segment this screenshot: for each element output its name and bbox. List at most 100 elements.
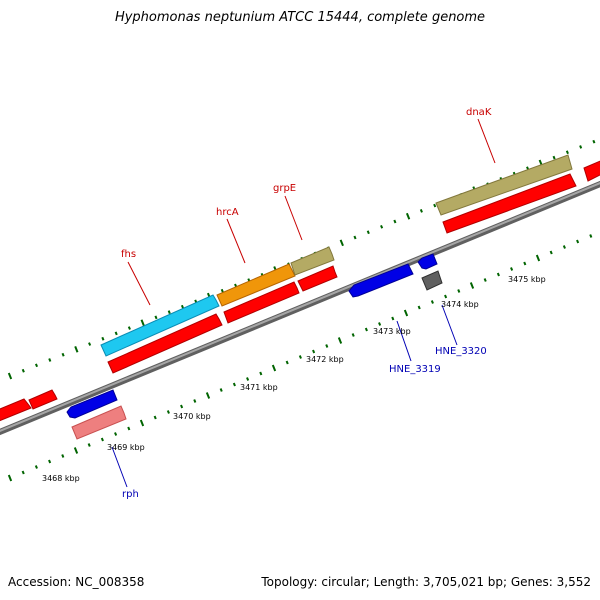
scale-tick <box>205 392 211 399</box>
scale-tick <box>380 225 384 229</box>
scale-tick <box>579 145 583 149</box>
kbp-label: 3475 kbp <box>508 275 546 284</box>
scale-tick <box>219 388 223 392</box>
scale-tick <box>312 349 316 354</box>
scale-tick <box>114 432 118 436</box>
leader-hrcA <box>226 218 246 264</box>
scale-tick <box>127 326 131 330</box>
scale-tick <box>393 219 397 224</box>
scale-tick <box>469 282 475 289</box>
scale-tick <box>285 360 289 365</box>
gene-arrow-fwd-1[interactable] <box>0 398 32 422</box>
scale-tick <box>366 230 370 235</box>
scale-tick <box>180 404 184 409</box>
gene-arrow-fwd-3[interactable] <box>107 313 223 374</box>
gene-arrow-fwd-4[interactable] <box>223 281 300 324</box>
scale-tick <box>417 305 421 310</box>
scale-tick <box>101 336 105 341</box>
scale-tick <box>232 382 236 387</box>
scale-tick <box>166 410 170 414</box>
genome-summary: Topology: circular; Length: 3,705,021 bp… <box>261 575 591 589</box>
gene-grpE[interactable] <box>290 246 335 276</box>
scale-tick <box>259 371 263 376</box>
scale-tick <box>34 363 39 368</box>
scale-tick <box>364 327 368 332</box>
leader-HNE_3319 <box>396 320 412 362</box>
scale-tick <box>74 346 79 353</box>
scale-tick <box>34 465 38 469</box>
leader-fhs <box>127 261 151 306</box>
gene-arrow-fwd-2[interactable] <box>28 389 58 410</box>
scale-tick <box>153 415 157 420</box>
scale-tick <box>562 245 566 249</box>
scale-tick <box>535 254 541 262</box>
gene-label-hrcA: hrcA <box>216 207 239 218</box>
kbp-label: 3471 kbp <box>240 383 278 392</box>
gene-dnaK[interactable] <box>435 154 573 216</box>
scale-tick <box>589 234 593 238</box>
accession-label: Accession: NC_008358 <box>8 575 145 589</box>
scale-tick <box>325 344 329 348</box>
scale-tick <box>351 333 355 337</box>
kbp-label: 3468 kbp <box>42 474 80 483</box>
genome-title: Hyphomonas neptunium ATCC 15444, complet… <box>114 10 486 25</box>
scale-tick <box>444 294 448 299</box>
gene-rph[interactable] <box>71 405 127 440</box>
scale-tick <box>403 309 409 317</box>
scale-tick <box>496 272 500 277</box>
gene-label-dnaK: dnaK <box>466 107 492 118</box>
scale-tick <box>220 288 224 293</box>
scale-tick <box>127 426 131 431</box>
scale-tick <box>180 304 185 309</box>
scale-tick <box>523 261 527 266</box>
reverse-strand-ticks <box>7 234 593 482</box>
gene-arrow-rev-2[interactable] <box>417 253 438 270</box>
gene-arrow-fwd-5[interactable] <box>297 265 338 292</box>
scale-tick <box>21 368 25 373</box>
gene-arrow-fwd-7[interactable] <box>583 159 600 182</box>
leader-grpE <box>284 195 303 241</box>
gene-arrow-fwd-6[interactable] <box>442 173 577 234</box>
scale-tick <box>61 454 65 458</box>
scale-tick <box>552 155 556 160</box>
scale-tick <box>433 203 437 208</box>
scale-tick <box>337 337 343 344</box>
scale-tick <box>457 289 461 293</box>
scale-tick <box>167 310 171 314</box>
leader-rph <box>111 446 128 488</box>
scale-tick <box>193 399 197 403</box>
scale-tick <box>73 447 79 454</box>
scale-tick <box>592 139 596 144</box>
scale-tick <box>140 319 145 327</box>
gene-label-HNE_3319: HNE_3319 <box>389 364 441 375</box>
kbp-label: 3474 kbp <box>441 300 479 309</box>
gene-label-grpE: grpE <box>273 183 296 194</box>
scale-tick <box>353 235 357 240</box>
gene-label-HNE_3320: HNE_3320 <box>435 346 487 357</box>
scale-tick <box>114 331 118 336</box>
scale-tick <box>61 352 65 357</box>
scale-tick <box>549 250 553 255</box>
gene-HNE_3320[interactable] <box>421 270 443 291</box>
leader-HNE_3320 <box>441 304 458 346</box>
scale-tick <box>21 470 25 475</box>
scale-tick <box>391 316 395 321</box>
scale-tick <box>510 267 514 271</box>
gene-arrow-rev-1[interactable] <box>66 389 118 419</box>
scale-tick <box>298 355 302 359</box>
scale-tick <box>378 322 382 326</box>
scale-tick <box>48 358 52 362</box>
kbp-label: 3469 kbp <box>107 443 145 452</box>
scale-tick <box>405 212 411 220</box>
gene-label-rph: rph <box>122 489 139 500</box>
scale-tick <box>576 239 580 244</box>
gene-HNE_3319[interactable] <box>348 263 414 298</box>
scale-tick <box>430 300 434 304</box>
gene-fhs[interactable] <box>100 294 220 357</box>
genome-backbone-highlight <box>0 182 600 432</box>
scale-tick <box>87 443 91 447</box>
scale-tick <box>139 419 145 427</box>
gene-hrcA[interactable] <box>216 263 296 307</box>
scale-tick <box>154 315 158 320</box>
